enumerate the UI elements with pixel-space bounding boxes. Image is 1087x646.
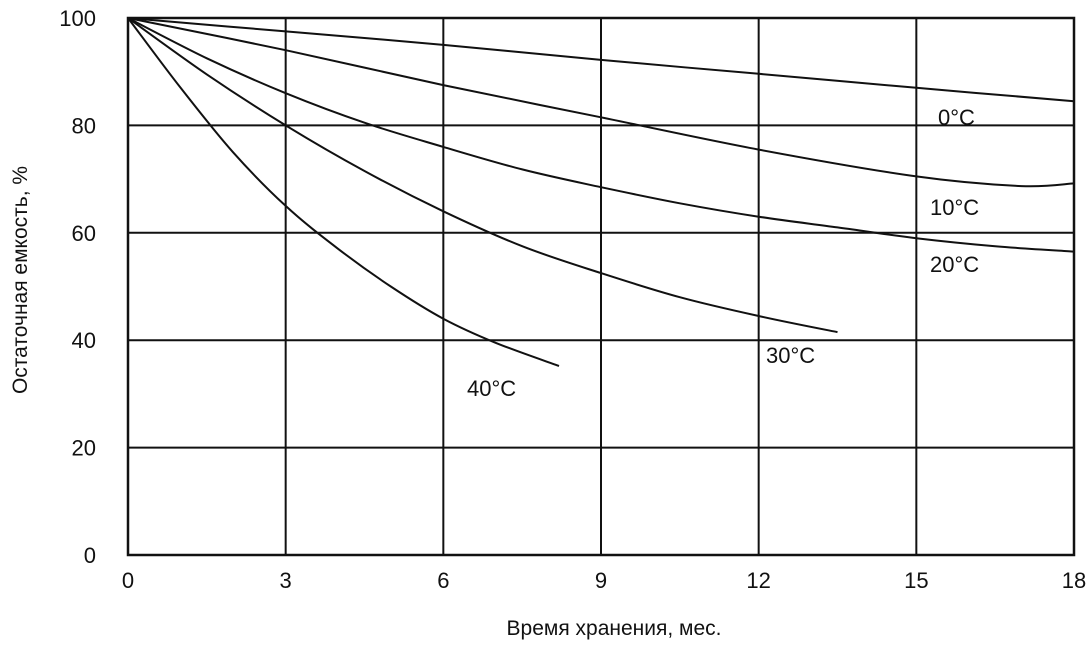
series-line-20c bbox=[127, 17, 1075, 253]
series-line-10c bbox=[127, 17, 1075, 188]
x-tick-label: 9 bbox=[595, 568, 607, 593]
series-line-30c bbox=[127, 17, 838, 334]
y-tick-label: 100 bbox=[59, 6, 96, 31]
x-tick-label: 6 bbox=[437, 568, 449, 593]
x-tick-label: 0 bbox=[122, 568, 134, 593]
y-tick-label: 40 bbox=[72, 328, 96, 353]
x-tick-label: 15 bbox=[904, 568, 928, 593]
series-labels: 0°С 10°С 20°С 30°С 40°С bbox=[467, 105, 979, 401]
series-label-40c: 40°С bbox=[467, 376, 516, 401]
y-tick-label: 60 bbox=[72, 221, 96, 246]
series-label-20c: 20°С bbox=[930, 252, 979, 277]
series-line-40c bbox=[127, 17, 560, 367]
y-axis-title: Остаточная емкость, % bbox=[9, 166, 32, 394]
plot-frame bbox=[126, 16, 1076, 557]
y-tick-label: 20 bbox=[72, 436, 96, 461]
series-label-30c: 30°С bbox=[766, 343, 815, 368]
grid-lines bbox=[128, 18, 1074, 555]
series-line-0c bbox=[127, 17, 1075, 103]
series-curves bbox=[127, 17, 1075, 367]
x-tick-label: 12 bbox=[746, 568, 770, 593]
y-tick-label: 80 bbox=[72, 113, 96, 138]
x-tick-label: 18 bbox=[1062, 568, 1086, 593]
series-label-0c: 0°С bbox=[938, 105, 975, 130]
x-axis-title: Время хранения, мес. bbox=[507, 617, 722, 640]
tick-labels: 0 3 6 9 12 15 18 0 20 40 60 80 100 bbox=[59, 6, 1086, 593]
series-label-10c: 10°С bbox=[930, 195, 979, 220]
y-tick-label: 0 bbox=[84, 543, 96, 568]
x-tick-label: 3 bbox=[280, 568, 292, 593]
